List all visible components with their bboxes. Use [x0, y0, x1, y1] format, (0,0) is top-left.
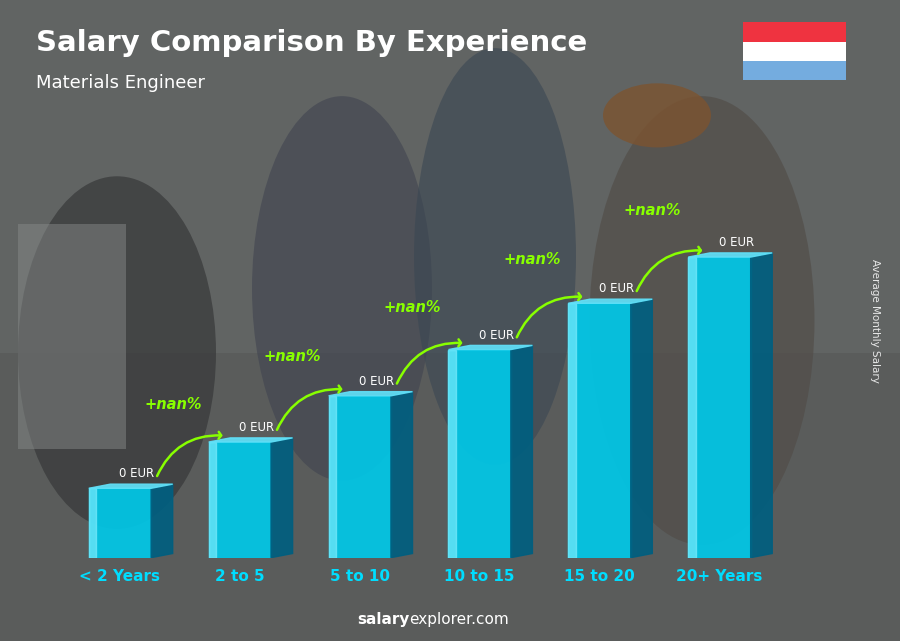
Ellipse shape	[603, 83, 711, 147]
Text: 0 EUR: 0 EUR	[119, 467, 154, 481]
Text: +nan%: +nan%	[504, 252, 562, 267]
Polygon shape	[688, 257, 751, 558]
Bar	[742, 42, 846, 61]
Polygon shape	[569, 303, 576, 558]
Polygon shape	[328, 395, 391, 558]
Polygon shape	[751, 253, 772, 558]
Ellipse shape	[18, 176, 216, 529]
Bar	[742, 22, 846, 42]
Polygon shape	[328, 392, 412, 395]
Polygon shape	[271, 438, 292, 558]
Text: explorer.com: explorer.com	[410, 612, 509, 627]
Polygon shape	[209, 442, 271, 558]
Text: Average Monthly Salary: Average Monthly Salary	[869, 258, 880, 383]
Polygon shape	[89, 484, 173, 488]
Polygon shape	[448, 345, 533, 349]
Text: Materials Engineer: Materials Engineer	[36, 74, 205, 92]
Bar	[742, 61, 846, 80]
Text: 0 EUR: 0 EUR	[598, 283, 634, 296]
Polygon shape	[448, 349, 456, 558]
Bar	[0, 0, 900, 353]
Text: +nan%: +nan%	[624, 203, 681, 218]
Polygon shape	[89, 488, 96, 558]
Polygon shape	[631, 299, 652, 558]
Text: 0 EUR: 0 EUR	[479, 329, 514, 342]
Ellipse shape	[590, 96, 814, 545]
Text: +nan%: +nan%	[144, 397, 202, 412]
Text: 0 EUR: 0 EUR	[359, 375, 394, 388]
Polygon shape	[89, 488, 151, 558]
Polygon shape	[569, 299, 652, 303]
Text: 0 EUR: 0 EUR	[719, 236, 754, 249]
Text: +nan%: +nan%	[383, 301, 441, 315]
Polygon shape	[569, 303, 631, 558]
Ellipse shape	[414, 48, 576, 465]
Polygon shape	[328, 395, 336, 558]
Polygon shape	[511, 345, 533, 558]
Polygon shape	[448, 349, 511, 558]
Polygon shape	[151, 484, 173, 558]
Polygon shape	[209, 438, 292, 442]
Text: Salary Comparison By Experience: Salary Comparison By Experience	[36, 29, 587, 57]
Polygon shape	[688, 253, 772, 257]
Polygon shape	[688, 257, 696, 558]
Text: salary: salary	[357, 612, 410, 627]
Polygon shape	[209, 442, 216, 558]
Text: 0 EUR: 0 EUR	[239, 421, 274, 434]
Polygon shape	[391, 392, 412, 558]
Bar	[18, 224, 126, 449]
Text: +nan%: +nan%	[264, 349, 321, 364]
Ellipse shape	[252, 96, 432, 481]
